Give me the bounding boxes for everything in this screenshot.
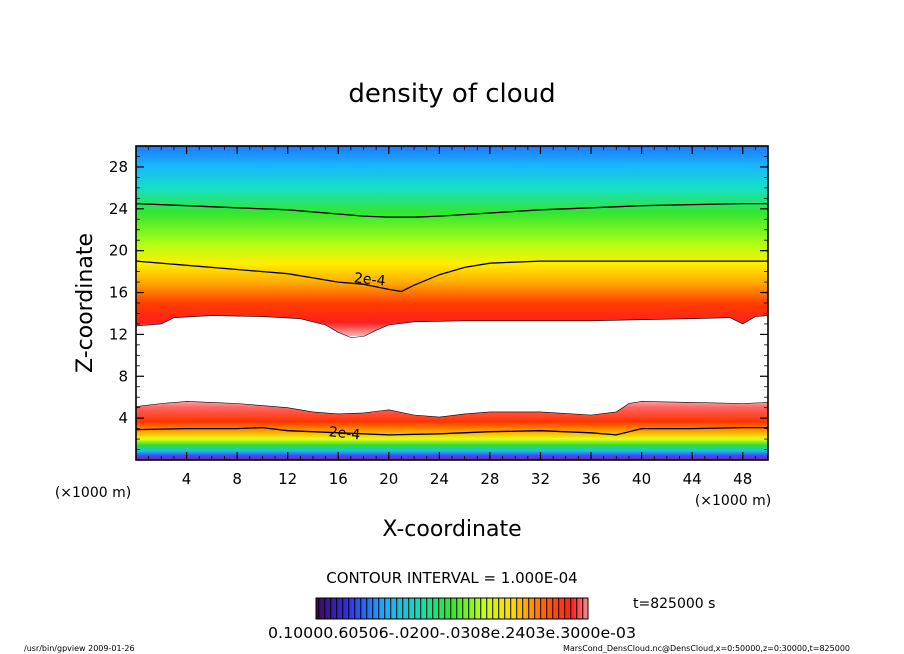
y-unit-label: (×1000 m) <box>55 485 131 501</box>
contour-line-1 <box>136 202 768 218</box>
colorbar-labels: 0.10000.60506-.0200-.0308e.2403e.3000e-0… <box>268 624 636 642</box>
x-tick-label: 32 <box>531 470 550 488</box>
chart-title: density of cloud <box>348 79 555 109</box>
footer-right: MarsCond_DensCloud.nc@DensCloud,x=0:5000… <box>563 644 850 653</box>
x-tick-label: 44 <box>683 470 702 488</box>
x-tick-label: 20 <box>379 470 398 488</box>
y-tick-label: 12 <box>109 325 128 343</box>
colorbar-ticks <box>316 598 588 619</box>
x-unit-label: (×1000 m) <box>695 493 771 509</box>
x-tick-label: 8 <box>232 470 242 488</box>
cloud-free-region <box>136 315 768 418</box>
x-tick-label: 28 <box>480 470 499 488</box>
contour-line-2 <box>136 426 768 436</box>
x-tick-label: 16 <box>329 470 348 488</box>
footer-left: /usr/bin/gpview 2009-01-26 <box>24 644 135 653</box>
x-tick-label: 36 <box>581 470 600 488</box>
x-tick-label: 12 <box>278 470 297 488</box>
contour-line-0 <box>136 260 768 293</box>
y-tick-label: 4 <box>118 409 128 427</box>
y-tick-label: 16 <box>109 284 128 302</box>
x-tick-label: 40 <box>632 470 651 488</box>
contour-interval-text: CONTOUR INTERVAL = 1.000E-04 <box>326 569 577 587</box>
colorbar-frame <box>315 597 589 620</box>
contour-label-2: 2e-4 <box>328 424 361 443</box>
upper-density-field <box>136 146 768 336</box>
x-tick-label: 4 <box>182 470 192 488</box>
contour-label-0: 2e-4 <box>353 270 386 289</box>
x-tick-label: 48 <box>733 470 752 488</box>
colorbar <box>315 597 589 620</box>
x-tick-label: 24 <box>430 470 449 488</box>
y-axis-label: Z-coordinate <box>73 233 98 373</box>
x-axis-label: X-coordinate <box>382 517 521 542</box>
y-tick-label: 8 <box>118 367 128 385</box>
y-tick-label: 20 <box>109 242 128 260</box>
y-tick-label: 28 <box>109 158 128 176</box>
y-tick-label: 24 <box>109 200 128 218</box>
plot-area: 2e-4 2e-4 <box>136 146 768 460</box>
time-label: t=825000 s <box>633 596 715 612</box>
